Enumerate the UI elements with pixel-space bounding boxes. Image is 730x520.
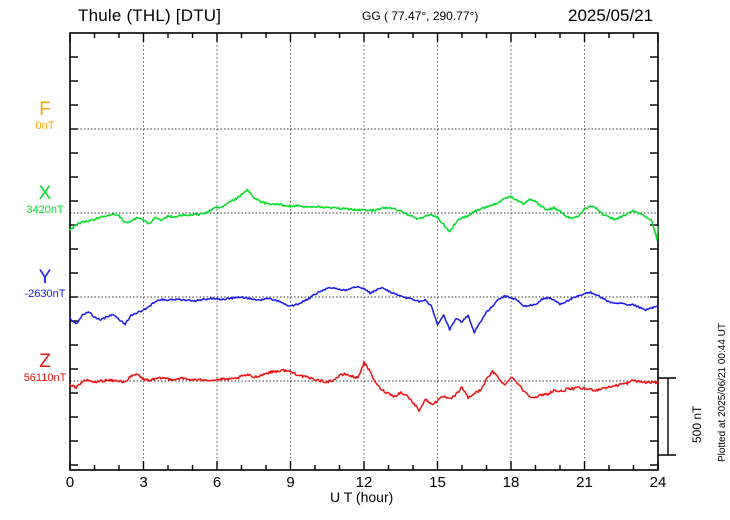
scalebar-label: 500 nT bbox=[690, 405, 704, 443]
component-baseline-f: 0nT bbox=[35, 120, 55, 132]
component-baseline-z: 56110nT bbox=[23, 372, 67, 384]
component-letter-x: X bbox=[38, 183, 52, 204]
geographic-coordinates: GG ( 77.47°, 290.77°) bbox=[362, 9, 479, 23]
x-tick-label: 21 bbox=[576, 474, 593, 491]
plotted-timestamp: Plotted at 2025/06/21 00:44 UT bbox=[717, 323, 728, 462]
component-letter-y: Y bbox=[38, 267, 52, 288]
component-letter-z: Z bbox=[39, 351, 51, 372]
x-tick-label: 12 bbox=[355, 474, 373, 491]
component-baseline-x: 3420nT bbox=[26, 204, 64, 216]
page-title: Thule (THL) [DTU] bbox=[78, 6, 222, 25]
x-tick-label: 15 bbox=[429, 474, 446, 491]
x-tick-label: 24 bbox=[649, 474, 667, 491]
x-tick-label: 0 bbox=[65, 474, 75, 491]
x-tick-label: 6 bbox=[212, 474, 222, 491]
component-letter-f: F bbox=[39, 99, 51, 120]
x-tick-label: 9 bbox=[286, 474, 295, 491]
observation-date: 2025/05/21 bbox=[568, 6, 654, 25]
component-baseline-y: -2630nT bbox=[24, 288, 66, 300]
x-tick-label: 3 bbox=[139, 474, 148, 491]
x-axis-title: U T (hour) bbox=[330, 489, 394, 505]
x-tick-label: 18 bbox=[502, 474, 520, 491]
